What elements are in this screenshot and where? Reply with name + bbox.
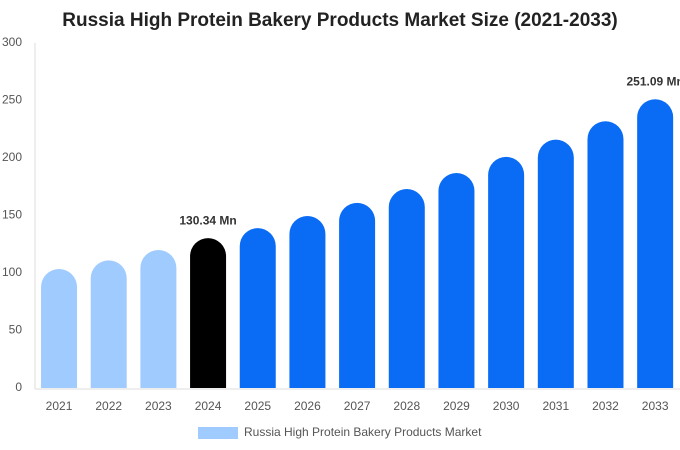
value-label: 251.09 Mn xyxy=(626,74,680,88)
x-tick-label: 2033 xyxy=(642,399,669,413)
x-tick-label: 2025 xyxy=(244,399,271,413)
x-tick-label: 2021 xyxy=(46,399,73,413)
value-label: 130.34 Mn xyxy=(179,213,236,227)
x-tick-label: 2022 xyxy=(95,399,122,413)
bar xyxy=(190,238,227,388)
y-tick-label: 100 xyxy=(2,265,22,279)
x-tick-label: 2032 xyxy=(592,399,619,413)
x-tick-label: 2031 xyxy=(542,399,569,413)
y-tick-label: 250 xyxy=(2,93,22,107)
x-tick-label: 2028 xyxy=(393,399,420,413)
y-tick-label: 300 xyxy=(2,35,22,49)
bar xyxy=(90,260,127,388)
bar xyxy=(587,121,624,388)
bar xyxy=(289,215,326,388)
bar xyxy=(41,268,78,388)
y-tick-label: 150 xyxy=(2,208,22,222)
bar xyxy=(140,250,177,388)
bar xyxy=(388,189,425,388)
x-tick-label: 2023 xyxy=(145,399,172,413)
x-tick-label: 2024 xyxy=(195,399,222,413)
x-tick-label: 2027 xyxy=(344,399,371,413)
bar xyxy=(488,156,525,388)
legend-swatch xyxy=(198,427,238,439)
y-tick-label: 50 xyxy=(9,323,23,337)
x-tick-label: 2026 xyxy=(294,399,321,413)
x-tick-label: 2029 xyxy=(443,399,470,413)
bar xyxy=(537,139,574,388)
x-tick-label: 2030 xyxy=(493,399,520,413)
y-tick-label: 0 xyxy=(15,380,22,394)
chart-title: Russia High Protein Bakery Products Mark… xyxy=(62,10,617,31)
bar xyxy=(438,172,475,388)
legend-label: Russia High Protein Bakery Products Mark… xyxy=(244,425,482,439)
bar xyxy=(637,99,674,389)
bar xyxy=(239,228,276,388)
bar xyxy=(339,202,376,388)
y-tick-label: 200 xyxy=(2,150,22,164)
